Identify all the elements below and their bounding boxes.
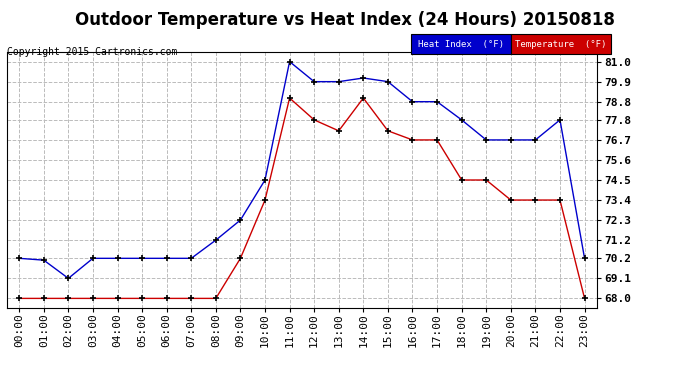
- Text: Outdoor Temperature vs Heat Index (24 Hours) 20150818: Outdoor Temperature vs Heat Index (24 Ho…: [75, 11, 615, 29]
- Text: Copyright 2015 Cartronics.com: Copyright 2015 Cartronics.com: [7, 47, 177, 57]
- Text: Heat Index  (°F): Heat Index (°F): [417, 40, 504, 49]
- Text: Temperature  (°F): Temperature (°F): [515, 40, 607, 49]
